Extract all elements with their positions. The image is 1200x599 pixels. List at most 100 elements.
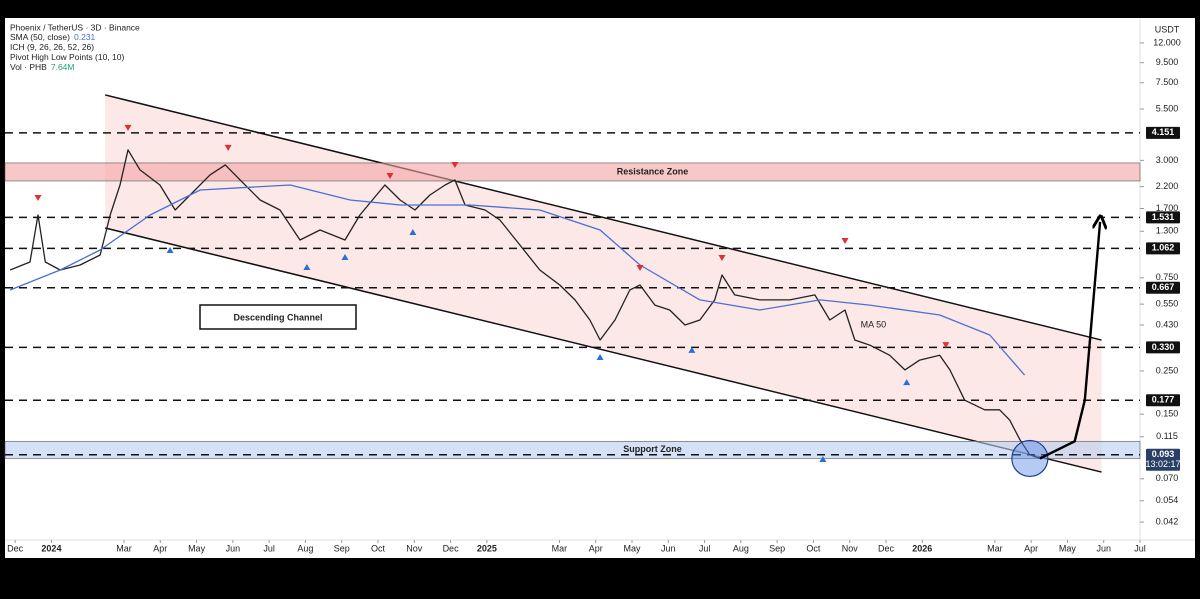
annotation: MA 50 bbox=[861, 319, 887, 329]
x-tick-label: Dec bbox=[878, 543, 895, 553]
level-label: 0.177 bbox=[1152, 395, 1175, 405]
x-tick-label: May bbox=[188, 543, 206, 553]
x-tick-label: Mar bbox=[552, 543, 568, 553]
y-tick-label: 0.070 bbox=[1156, 473, 1179, 483]
pivot-marker bbox=[224, 144, 232, 151]
x-tick-label: Apr bbox=[1024, 543, 1038, 553]
channel-label: Descending Channel bbox=[233, 312, 322, 322]
x-tick-label: 2025 bbox=[477, 543, 497, 553]
pivot-marker bbox=[303, 263, 311, 270]
indicator-name: ICH (9, 26, 26, 52, 26) bbox=[10, 42, 94, 52]
y-tick-label: 1.300 bbox=[1156, 226, 1179, 236]
y-tick-label: 9.500 bbox=[1156, 57, 1179, 67]
y-tick-label: 7.500 bbox=[1156, 77, 1179, 87]
x-tick-label: Oct bbox=[806, 543, 821, 553]
highlight-circle bbox=[1011, 439, 1049, 478]
x-tick-label: Nov bbox=[406, 543, 423, 553]
y-tick-label: 12.000 bbox=[1153, 37, 1181, 47]
projection-arrow bbox=[1039, 222, 1100, 460]
price-line bbox=[9, 149, 1041, 460]
level-badge bbox=[1146, 448, 1180, 471]
zone-label: Support Zone bbox=[623, 444, 682, 454]
level-label: 4.151 bbox=[1152, 127, 1175, 137]
level-label: 0.330 bbox=[1152, 342, 1175, 352]
legend-entry: SMA (50, close) 0.231 bbox=[10, 32, 96, 42]
level-badge bbox=[1146, 341, 1180, 354]
y-tick-label: 2.200 bbox=[1156, 181, 1179, 191]
pivot-marker bbox=[451, 161, 459, 168]
level-label: 1.062 bbox=[1152, 243, 1175, 253]
x-tick-label: 2026 bbox=[912, 543, 932, 553]
x-tick-label: Jul bbox=[1134, 543, 1146, 553]
y-tick-label: 5.500 bbox=[1156, 103, 1179, 113]
y-tick-label: 0.250 bbox=[1156, 365, 1179, 375]
x-tick-label: Jun bbox=[661, 543, 676, 553]
y-tick-label: 0.430 bbox=[1156, 319, 1179, 329]
indicator-value: 7.64M bbox=[51, 62, 75, 72]
channel-line bbox=[104, 94, 1102, 341]
x-tick-label: Sep bbox=[334, 543, 350, 553]
y-tick-label: 0.150 bbox=[1156, 409, 1179, 419]
x-tick-label: 2024 bbox=[41, 543, 61, 553]
zone-label: Resistance Zone bbox=[617, 166, 689, 176]
x-tick-label: Nov bbox=[842, 543, 859, 553]
y-tick-label: 0.115 bbox=[1156, 431, 1178, 441]
pivot-marker bbox=[124, 124, 132, 131]
level-label: 0.093 bbox=[1152, 449, 1175, 459]
level-badge bbox=[1146, 281, 1180, 294]
x-tick-label: Apr bbox=[153, 543, 167, 553]
x-tick-label: Aug bbox=[733, 543, 749, 553]
x-tick-label: Jul bbox=[699, 543, 711, 553]
pivot-marker bbox=[341, 253, 349, 260]
x-tick-label: Oct bbox=[371, 543, 386, 553]
countdown: 13:02:17 bbox=[1145, 459, 1180, 469]
level-badge bbox=[1146, 394, 1180, 407]
y-tick-label: 0.550 bbox=[1156, 299, 1179, 309]
x-tick-label: Jul bbox=[263, 543, 275, 553]
channel-line bbox=[104, 227, 1102, 473]
indicator-name: Pivot High Low Points (10, 10) bbox=[10, 52, 125, 62]
x-tick-label: Jun bbox=[226, 543, 241, 553]
y-tick-label: 3.000 bbox=[1156, 155, 1179, 165]
zone bbox=[4, 440, 1141, 459]
pivot-marker bbox=[636, 264, 644, 271]
zone bbox=[4, 162, 1141, 182]
x-tick-label: Mar bbox=[116, 543, 132, 553]
level-label: 1.531 bbox=[1152, 212, 1175, 222]
pivot-marker bbox=[409, 229, 417, 236]
x-tick-label: Mar bbox=[987, 543, 1003, 553]
level-badge bbox=[1146, 242, 1180, 255]
x-tick-label: Dec bbox=[443, 543, 460, 553]
pivot-marker bbox=[903, 379, 911, 386]
pivot-marker bbox=[718, 254, 726, 261]
indicator-value: 0.231 bbox=[74, 32, 96, 42]
legend-entry: Pivot High Low Points (10, 10) bbox=[10, 52, 125, 62]
pivot-marker bbox=[386, 172, 394, 179]
channel-fill bbox=[105, 94, 1102, 473]
y-tick-label: 0.042 bbox=[1156, 516, 1179, 526]
y-tick-label: 1.700 bbox=[1156, 203, 1179, 213]
pivot-marker bbox=[596, 354, 604, 361]
pivot-marker bbox=[688, 346, 696, 353]
pivot-marker bbox=[841, 237, 849, 244]
x-tick-label: Dec bbox=[7, 543, 24, 553]
pivot-marker bbox=[819, 456, 827, 463]
level-badge bbox=[1146, 126, 1180, 139]
x-tick-label: Jun bbox=[1096, 543, 1111, 553]
x-tick-label: May bbox=[623, 543, 641, 553]
x-tick-label: May bbox=[1059, 543, 1077, 553]
pivot-marker bbox=[166, 246, 174, 253]
x-tick-label: Aug bbox=[297, 543, 313, 553]
level-label: 0.667 bbox=[1152, 282, 1175, 292]
channel-label-box bbox=[199, 304, 357, 330]
indicator-name: SMA (50, close) bbox=[10, 32, 70, 42]
legend-entry: Phoenix / TetherUS · 3D · Binance bbox=[10, 22, 140, 32]
x-tick-label: Sep bbox=[769, 543, 785, 553]
sma-line bbox=[9, 184, 1026, 376]
legend-entry: ICH (9, 26, 26, 52, 26) bbox=[10, 42, 94, 52]
y-tick-label: 0.054 bbox=[1156, 495, 1179, 505]
legend-entry: Vol · PHB 7.64M bbox=[10, 62, 74, 72]
pivot-marker bbox=[34, 194, 42, 201]
